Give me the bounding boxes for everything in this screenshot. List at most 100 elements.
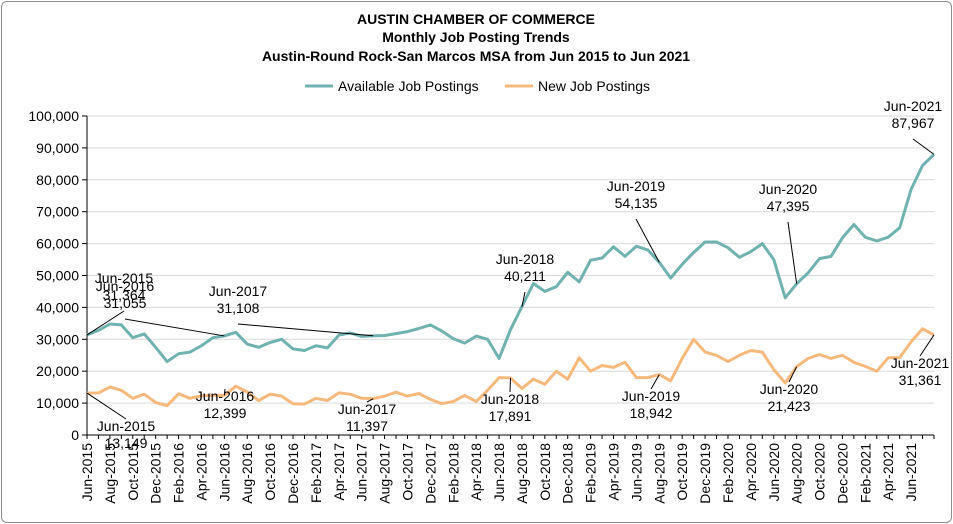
x-tick-label: Dec-2016	[285, 443, 301, 504]
x-tick-label: Oct-2016	[262, 443, 278, 501]
x-tick-label: Apr-2016	[193, 443, 209, 501]
annotation-value: 31,108	[217, 300, 260, 316]
x-tick-label: Feb-2021	[857, 443, 873, 503]
annotation-value: 17,891	[489, 408, 532, 424]
annotation-date: Jun-2021	[884, 98, 943, 114]
annotation-value: 54,135	[615, 195, 658, 211]
annotation-date: Jun-2018	[496, 251, 555, 267]
y-tick-label: 0	[71, 427, 79, 443]
x-tick-label: Aug-2017	[377, 443, 393, 504]
x-tick-label: Dec-2019	[697, 443, 713, 504]
x-tick-label: Dec-2015	[148, 443, 164, 504]
x-tick-label: Feb-2018	[445, 443, 461, 503]
x-tick-label: Dec-2017	[422, 443, 438, 504]
annotation-leader	[86, 392, 127, 420]
legend-label-new: New Job Postings	[538, 78, 650, 94]
x-tick-label: Aug-2016	[239, 443, 255, 504]
x-tick-label: Oct-2017	[399, 443, 415, 501]
annotation-value: 12,399	[204, 405, 247, 421]
annotation-value: 21,423	[768, 398, 811, 414]
y-tick-label: 100,000	[28, 108, 79, 124]
x-axis-ticks: Jun-2015 Aug-2015 Oct-2015 Dec-2015 Feb-2016…	[79, 435, 935, 504]
x-tick-label: Dec-2020	[834, 443, 850, 504]
annotation-leader	[650, 374, 660, 390]
annotation-leader	[635, 218, 660, 263]
y-tick-label: 20,000	[36, 363, 79, 379]
gridlines	[87, 115, 934, 436]
annotation-value: 31,364	[103, 287, 146, 303]
x-tick-label: Oct-2019	[674, 443, 690, 501]
chart-title-line-1: AUSTIN CHAMBER OF COMMERCE	[357, 11, 595, 27]
annotation-date: Jun-2016	[196, 388, 255, 404]
x-tick-label: Aug-2019	[651, 443, 667, 504]
annotation-leader	[86, 310, 125, 336]
x-tick-label: Jun-2020	[766, 443, 782, 502]
x-tick-label: Jun-2016	[216, 443, 232, 502]
annotation-date: Jun-2021	[891, 355, 950, 371]
x-tick-label: Feb-2020	[720, 443, 736, 503]
annotation-value: 40,211	[504, 268, 546, 284]
y-tick-label: 60,000	[36, 236, 79, 252]
series-lines	[86, 153, 936, 408]
series-line-available	[86, 153, 936, 364]
annotations: Jun-201531,364Jun-201631,055Jun-201731,1…	[86, 98, 950, 451]
annotation-date: Jun-2017	[338, 401, 397, 417]
legend-label-available: Available Job Postings	[338, 78, 479, 94]
annotation-value: 31,361	[899, 372, 942, 388]
y-tick-label: 90,000	[36, 140, 79, 156]
x-tick-label: Apr-2018	[468, 443, 484, 501]
annotation-date: Jun-2017	[209, 283, 268, 299]
annotation-value: 87,967	[892, 115, 935, 131]
x-tick-label: Oct-2018	[537, 443, 553, 501]
x-tick-label: Apr-2019	[606, 443, 622, 501]
x-tick-label: Feb-2017	[308, 443, 324, 503]
x-tick-label: Apr-2020	[743, 443, 759, 501]
x-tick-label: Oct-2015	[125, 443, 141, 501]
y-tick-label: 80,000	[36, 172, 79, 188]
y-tick-label: 70,000	[36, 204, 79, 220]
y-tick-label: 10,000	[36, 395, 79, 411]
annotation-leader	[366, 398, 374, 403]
annotation-leader	[223, 388, 226, 396]
x-tick-label: Oct-2020	[812, 443, 828, 501]
annotation-date: Jun-2020	[759, 181, 818, 197]
annotation-value: 18,942	[630, 405, 673, 421]
annotation-value: 47,395	[767, 198, 810, 214]
annotation-leader	[521, 291, 526, 307]
annotation-value: 11,397	[346, 418, 388, 434]
annotation-leader	[787, 221, 798, 284]
x-tick-label: Jun-2018	[491, 443, 507, 502]
annotation-leader	[509, 377, 511, 393]
x-tick-label: Aug-2015	[102, 443, 118, 504]
x-tick-label: Jun-2021	[903, 443, 919, 502]
x-tick-label: Aug-2018	[514, 443, 530, 504]
annotation-leader	[124, 318, 225, 337]
x-tick-label: Apr-2017	[331, 443, 347, 501]
chart-title-line-3: Austin-Round Rock-San Marcos MSA from Ju…	[262, 48, 690, 64]
y-tick-label: 30,000	[36, 331, 79, 347]
annotation-date: Jun-2015	[97, 418, 156, 434]
y-tick-label: 50,000	[36, 268, 79, 284]
x-tick-label: Jun-2019	[628, 443, 644, 502]
series-line-new	[86, 327, 935, 408]
annotation-value: 13,149	[105, 435, 148, 451]
x-tick-label: Jun-2017	[354, 443, 370, 502]
x-tick-label: Feb-2019	[583, 443, 599, 503]
y-tick-label: 40,000	[36, 299, 79, 315]
annotation-leader	[788, 366, 798, 383]
x-tick-label: Aug-2020	[789, 443, 805, 504]
annotation-date: Jun-2015	[95, 270, 154, 286]
annotation-leader	[912, 138, 935, 155]
chart-title-line-2: Monthly Job Posting Trends	[382, 29, 570, 45]
x-tick-label: Feb-2016	[171, 443, 187, 503]
x-tick-label: Apr-2021	[880, 443, 896, 501]
x-tick-label: Dec-2018	[560, 443, 576, 504]
annotation-date: Jun-2016	[96, 278, 155, 294]
annotation-date: Jun-2019	[622, 388, 681, 404]
annotation-date: Jun-2018	[481, 391, 540, 407]
annotation-date: Jun-2019	[607, 178, 666, 194]
annotation-date: Jun-2020	[760, 381, 819, 397]
annotation-leader	[919, 334, 935, 357]
legend: Available Job Postings New Job Postings	[305, 78, 650, 94]
